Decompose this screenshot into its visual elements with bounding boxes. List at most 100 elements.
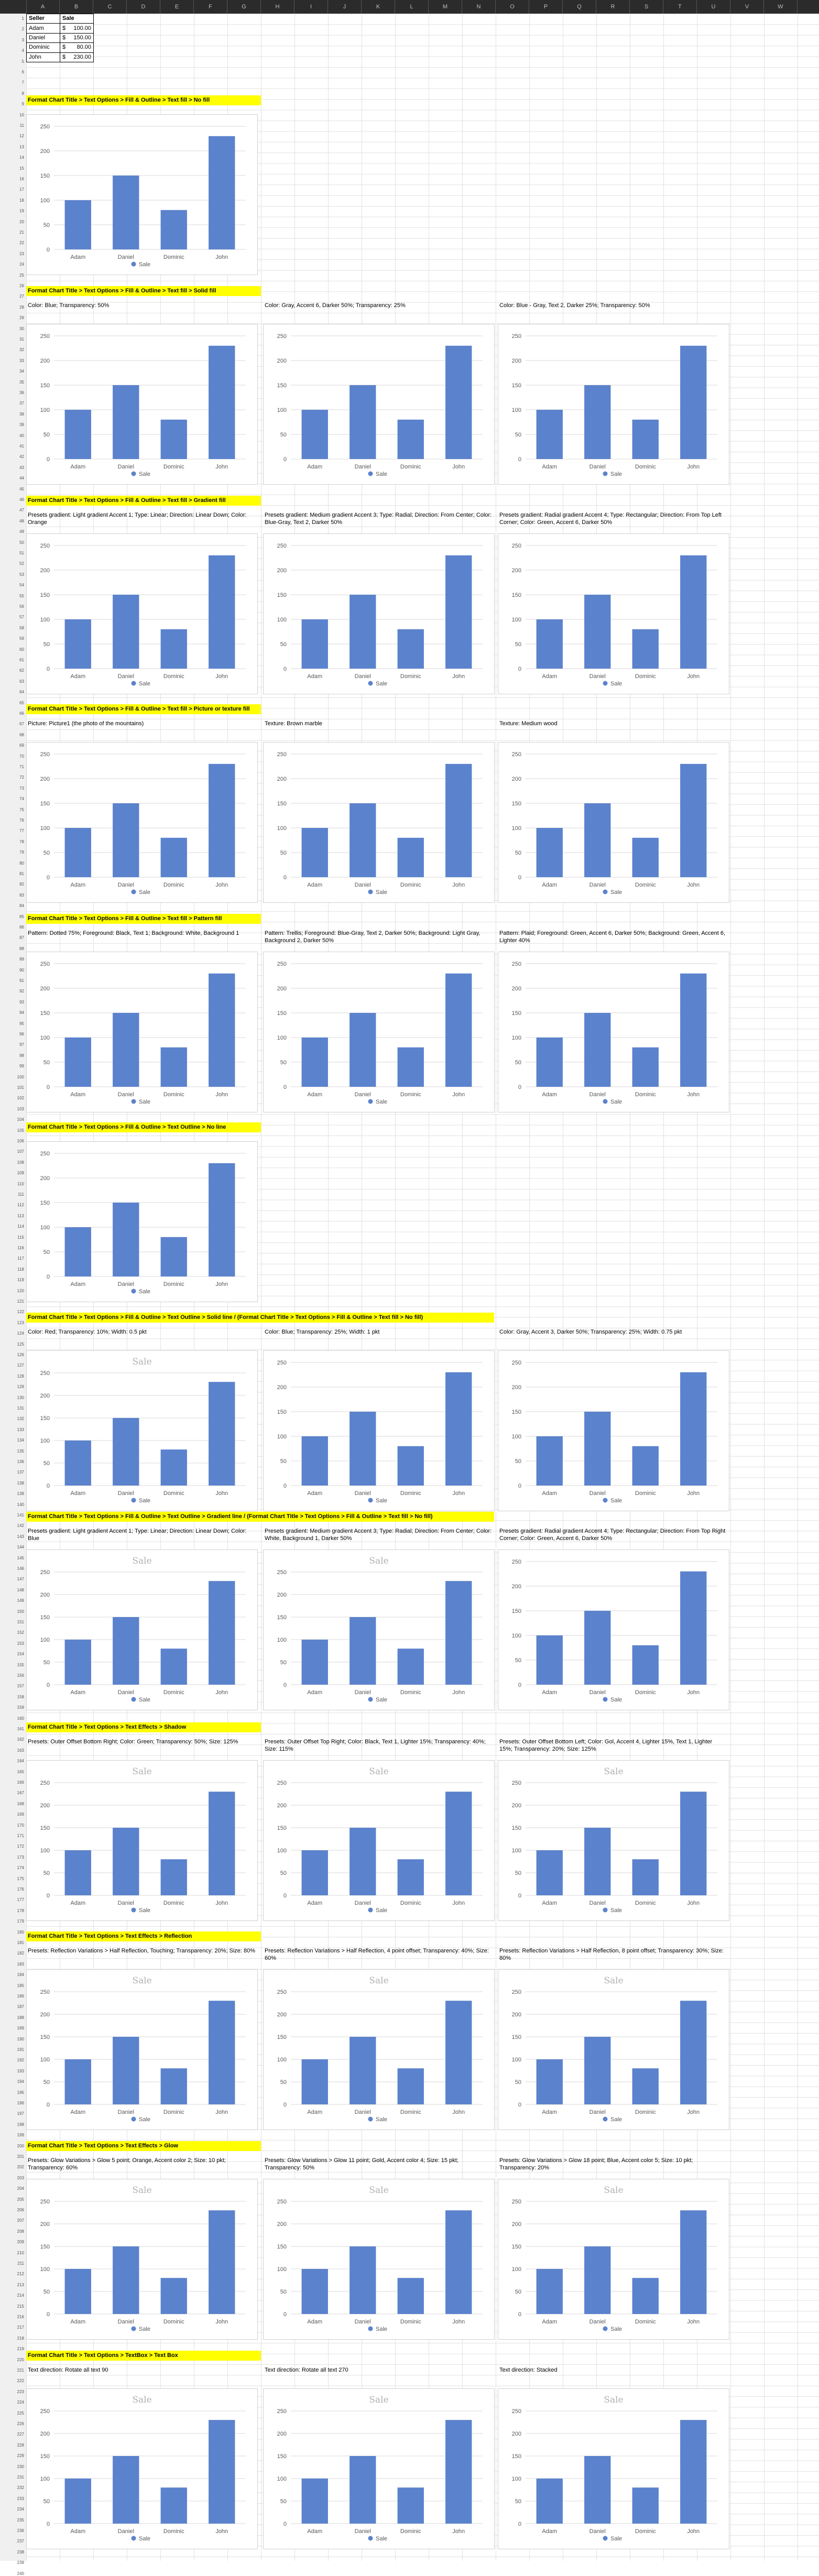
bar-daniel[interactable] [584, 2037, 611, 2104]
chart-description[interactable]: Pattern: Dotted 75%; Foreground: Black, … [28, 930, 239, 936]
bar-john[interactable] [680, 345, 707, 459]
bar-adam[interactable] [301, 2479, 328, 2524]
row-header-93[interactable]: 93 [19, 999, 24, 1005]
bar-john[interactable] [445, 2210, 472, 2314]
row-header-75[interactable]: 75 [19, 807, 24, 812]
row-header-221[interactable]: 221 [17, 2368, 24, 2373]
bar-chart[interactable]: Sale 0 50 100 150 200 250 Adam Daniel Dominic John… [26, 1760, 258, 1921]
bar-dominic[interactable] [160, 837, 187, 877]
row-header-201[interactable]: 201 [17, 2154, 24, 2159]
row-header-32[interactable]: 32 [19, 347, 24, 353]
row-header-194[interactable]: 194 [17, 2079, 24, 2084]
row-header-18[interactable]: 18 [19, 198, 24, 203]
chart-description[interactable]: Presets gradient: Radial gradient Accent… [499, 512, 722, 526]
row-header-199[interactable]: 199 [17, 2133, 24, 2138]
legend-label[interactable]: Sale [376, 1697, 387, 1703]
bar-adam[interactable] [536, 2269, 563, 2314]
row-header-236[interactable]: 236 [17, 2528, 24, 2533]
row-header-184[interactable]: 184 [17, 1972, 24, 1978]
row-header-133[interactable]: 133 [17, 1427, 24, 1432]
chart-title[interactable]: Sale [604, 1975, 623, 1986]
row-header-164[interactable]: 164 [17, 1759, 24, 1764]
bar-adam[interactable] [536, 1436, 563, 1486]
chart-description[interactable]: Texture: Brown marble [265, 721, 323, 727]
row-header-135[interactable]: 135 [17, 1448, 24, 1454]
row-header-230[interactable]: 230 [17, 2464, 24, 2469]
row-header-160[interactable]: 160 [17, 1716, 24, 1721]
row-header-170[interactable]: 170 [17, 1822, 24, 1828]
bar-adam[interactable] [64, 1640, 91, 1685]
chart-title[interactable]: Sale [369, 1975, 388, 1986]
row-header-51[interactable]: 51 [19, 551, 24, 555]
bar-john[interactable] [209, 2210, 235, 2314]
table-header-sale[interactable]: Sale [60, 13, 94, 24]
bar-daniel[interactable] [113, 385, 139, 459]
row-header-153[interactable]: 153 [17, 1641, 24, 1646]
row-header-176[interactable]: 176 [17, 1887, 24, 1892]
row-header-162[interactable]: 162 [17, 1737, 24, 1742]
section-header[interactable]: Format Chart Title > Text Options > Text… [26, 2351, 261, 2361]
row-header-82[interactable]: 82 [19, 882, 24, 887]
bar-daniel[interactable] [113, 1617, 139, 1685]
row-header-110[interactable]: 110 [17, 1181, 24, 1186]
column-header-a[interactable]: A [26, 0, 60, 14]
legend-label[interactable]: Sale [610, 1498, 622, 1504]
row-header-29[interactable]: 29 [19, 315, 24, 321]
bar-chart[interactable]: Sale 0 50 100 150 200 250 Adam Daniel Dominic John… [26, 1549, 258, 1710]
section-header[interactable]: Format Chart Title > Text Options > Text… [26, 2141, 261, 2151]
row-header-148[interactable]: 148 [17, 1587, 24, 1592]
row-header-79[interactable]: 79 [19, 850, 24, 855]
legend-label[interactable]: Sale [376, 1907, 387, 1914]
bar-dominic[interactable] [632, 837, 659, 877]
row-header-30[interactable]: 30 [19, 326, 24, 331]
row-header-37[interactable]: 37 [19, 401, 24, 406]
bar-daniel[interactable] [113, 2456, 139, 2524]
bar-adam[interactable] [64, 1227, 91, 1276]
row-header-189[interactable]: 189 [17, 2026, 24, 2031]
row-header-175[interactable]: 175 [17, 1876, 24, 1881]
row-header-169[interactable]: 169 [17, 1812, 24, 1817]
row-header-150[interactable]: 150 [17, 1609, 24, 1614]
row-header-36[interactable]: 36 [19, 390, 24, 395]
chart-description[interactable]: Color: Gray, Accent 6, Darker 50%; Trans… [265, 302, 406, 309]
row-header-187[interactable]: 187 [17, 2004, 24, 2010]
row-header-206[interactable]: 206 [17, 2208, 24, 2212]
row-header-157[interactable]: 157 [17, 1684, 24, 1689]
bar-chart[interactable]: Sale 0 50 100 150 200 250 Adam Daniel Dominic John… [263, 2388, 495, 2549]
row-header-71[interactable]: 71 [19, 765, 24, 769]
row-header-69[interactable]: 69 [19, 743, 24, 748]
bar-dominic[interactable] [632, 1446, 659, 1486]
legend-label[interactable]: Sale [139, 889, 150, 896]
row-header-172[interactable]: 172 [17, 1844, 24, 1849]
legend-label[interactable]: Sale [610, 889, 622, 896]
row-header-193[interactable]: 193 [17, 2068, 24, 2073]
row-header-100[interactable]: 100 [17, 1074, 24, 1079]
row-header-188[interactable]: 188 [17, 2015, 24, 2020]
legend-label[interactable]: Sale [139, 1289, 150, 1295]
row-header-15[interactable]: 15 [19, 166, 24, 171]
bar-adam[interactable] [301, 1640, 328, 1685]
row-header-174[interactable]: 174 [17, 1865, 24, 1871]
column-header-c[interactable]: C [93, 0, 127, 14]
table-header-seller[interactable]: Seller [26, 13, 60, 24]
row-header-112[interactable]: 112 [17, 1203, 24, 1208]
bar-chart[interactable]: 0 50 100 150 200 250 Adam Daniel Dominic John Sale [498, 324, 729, 485]
column-header-r[interactable]: R [596, 0, 630, 14]
bar-john[interactable] [680, 1571, 707, 1685]
row-header-59[interactable]: 59 [19, 636, 24, 641]
seller-cell[interactable]: Dominic [26, 42, 60, 53]
chart-description[interactable]: Color: Blue; Transparency: 50% [28, 302, 110, 309]
bar-chart[interactable]: 0 50 100 150 200 250 Adam Daniel Dominic John Sale [498, 742, 729, 903]
row-header-84[interactable]: 84 [19, 903, 24, 909]
row-header-11[interactable]: 11 [19, 123, 24, 128]
row-header-149[interactable]: 149 [17, 1598, 24, 1603]
row-header-235[interactable]: 235 [17, 2517, 24, 2523]
row-header-186[interactable]: 186 [17, 1994, 24, 1999]
row-header-35[interactable]: 35 [19, 379, 24, 385]
row-header-196[interactable]: 196 [17, 2101, 24, 2105]
row-header-114[interactable]: 114 [17, 1224, 24, 1229]
bar-dominic[interactable] [632, 1859, 659, 1895]
legend-label[interactable]: Sale [610, 1907, 622, 1914]
row-header-183[interactable]: 183 [17, 1961, 24, 1967]
bar-chart[interactable]: 0 50 100 150 200 250 Adam Daniel Dominic John Sale [263, 1350, 495, 1511]
